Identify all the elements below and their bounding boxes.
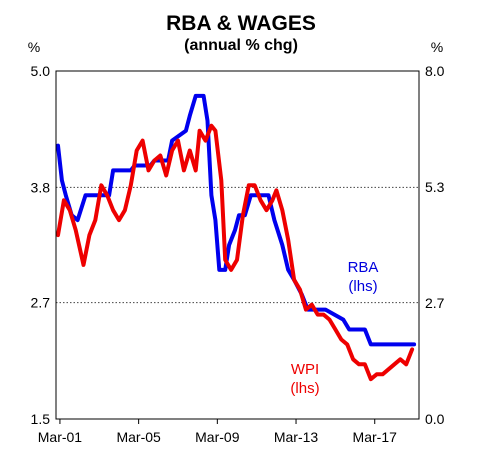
series-line-rba (56, 93, 417, 347)
x-tick-label: Mar-09 (195, 429, 240, 445)
plot-frame (55, 70, 420, 420)
right-tick-label: 5.3 (425, 179, 445, 195)
right-tick-label: 0.0 (425, 411, 445, 427)
left-axis-unit: % (28, 39, 40, 55)
left-tick-label: 2.7 (31, 295, 51, 311)
x-axis: Mar-01 Mar-05 Mar-09 Mar-13 Mar-17 (38, 419, 397, 445)
x-tick-label: Mar-17 (353, 429, 398, 445)
right-axis: 8.0 5.3 2.7 0.0 (425, 63, 445, 427)
left-tick-label: 1.5 (31, 411, 51, 427)
rba-series-sub-label: (lhs) (348, 278, 377, 295)
wpi-series-label: WPI (291, 361, 319, 378)
left-axis: 5.0 3.8 2.7 1.5 (31, 63, 51, 427)
right-axis-unit: % (431, 39, 443, 55)
x-tick-label: Mar-05 (116, 429, 161, 445)
wpi-series-sub-label: (lhs) (290, 380, 319, 397)
x-tick-label: Mar-01 (38, 429, 83, 445)
chart-title: RBA & WAGES (166, 12, 316, 35)
right-tick-label: 2.7 (425, 295, 445, 311)
left-tick-label: 5.0 (31, 63, 51, 79)
series-line-wpi (56, 123, 415, 382)
gridlines (56, 186, 419, 304)
series-lines (56, 93, 417, 382)
x-tick-label: Mar-13 (274, 429, 319, 445)
left-tick-label: 3.8 (31, 179, 51, 195)
chart-subtitle: (annual % chg) (184, 37, 298, 54)
rba-series-label: RBA (348, 259, 379, 276)
right-tick-label: 8.0 (425, 63, 445, 79)
